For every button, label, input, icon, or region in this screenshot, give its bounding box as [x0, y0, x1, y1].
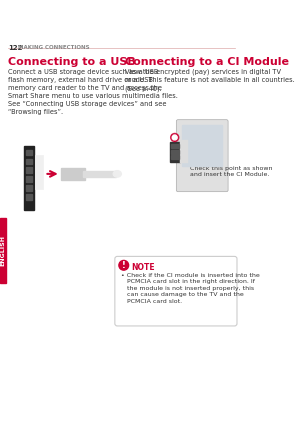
- Circle shape: [119, 261, 129, 270]
- Text: 122: 122: [8, 45, 22, 51]
- FancyBboxPatch shape: [115, 256, 237, 326]
- Text: NOTE: NOTE: [131, 263, 155, 272]
- Text: Connecting to a USB: Connecting to a USB: [8, 57, 136, 66]
- Bar: [26, 150, 32, 155]
- Bar: [26, 185, 32, 191]
- Bar: [182, 125, 222, 166]
- Bar: [180, 140, 188, 162]
- Bar: [170, 142, 180, 162]
- Bar: [0, 218, 6, 283]
- Text: • Check if the CI module is inserted into the
   PCMCIA card slot in the right d: • Check if the CI module is inserted int…: [121, 272, 260, 304]
- Text: !: !: [122, 261, 126, 270]
- Bar: [24, 146, 34, 210]
- Bar: [35, 155, 43, 189]
- Text: Connect a USB storage device such as a USB
flash memory, external hard drive or : Connect a USB storage device such as a U…: [8, 69, 178, 115]
- FancyBboxPatch shape: [176, 120, 228, 192]
- Text: MAKING CONNECTIONS: MAKING CONNECTIONS: [18, 45, 89, 50]
- Text: Connecting to a CI Module: Connecting to a CI Module: [125, 57, 289, 66]
- Ellipse shape: [113, 170, 121, 177]
- Text: View the encrypted (pay) services in digital TV
mode. This feature is not availa: View the encrypted (pay) services in dig…: [125, 69, 295, 92]
- Bar: [171, 155, 179, 159]
- Circle shape: [172, 135, 177, 140]
- Bar: [171, 144, 179, 148]
- Bar: [26, 176, 32, 182]
- Circle shape: [171, 133, 179, 142]
- Bar: [26, 159, 32, 164]
- Text: ENGLISH: ENGLISH: [0, 235, 5, 266]
- Bar: [83, 170, 116, 177]
- Text: Check this point as shown
and insert the CI Module.: Check this point as shown and insert the…: [190, 166, 273, 177]
- Bar: [61, 168, 85, 179]
- Bar: [26, 168, 32, 173]
- Bar: [171, 150, 179, 154]
- Bar: [26, 194, 32, 200]
